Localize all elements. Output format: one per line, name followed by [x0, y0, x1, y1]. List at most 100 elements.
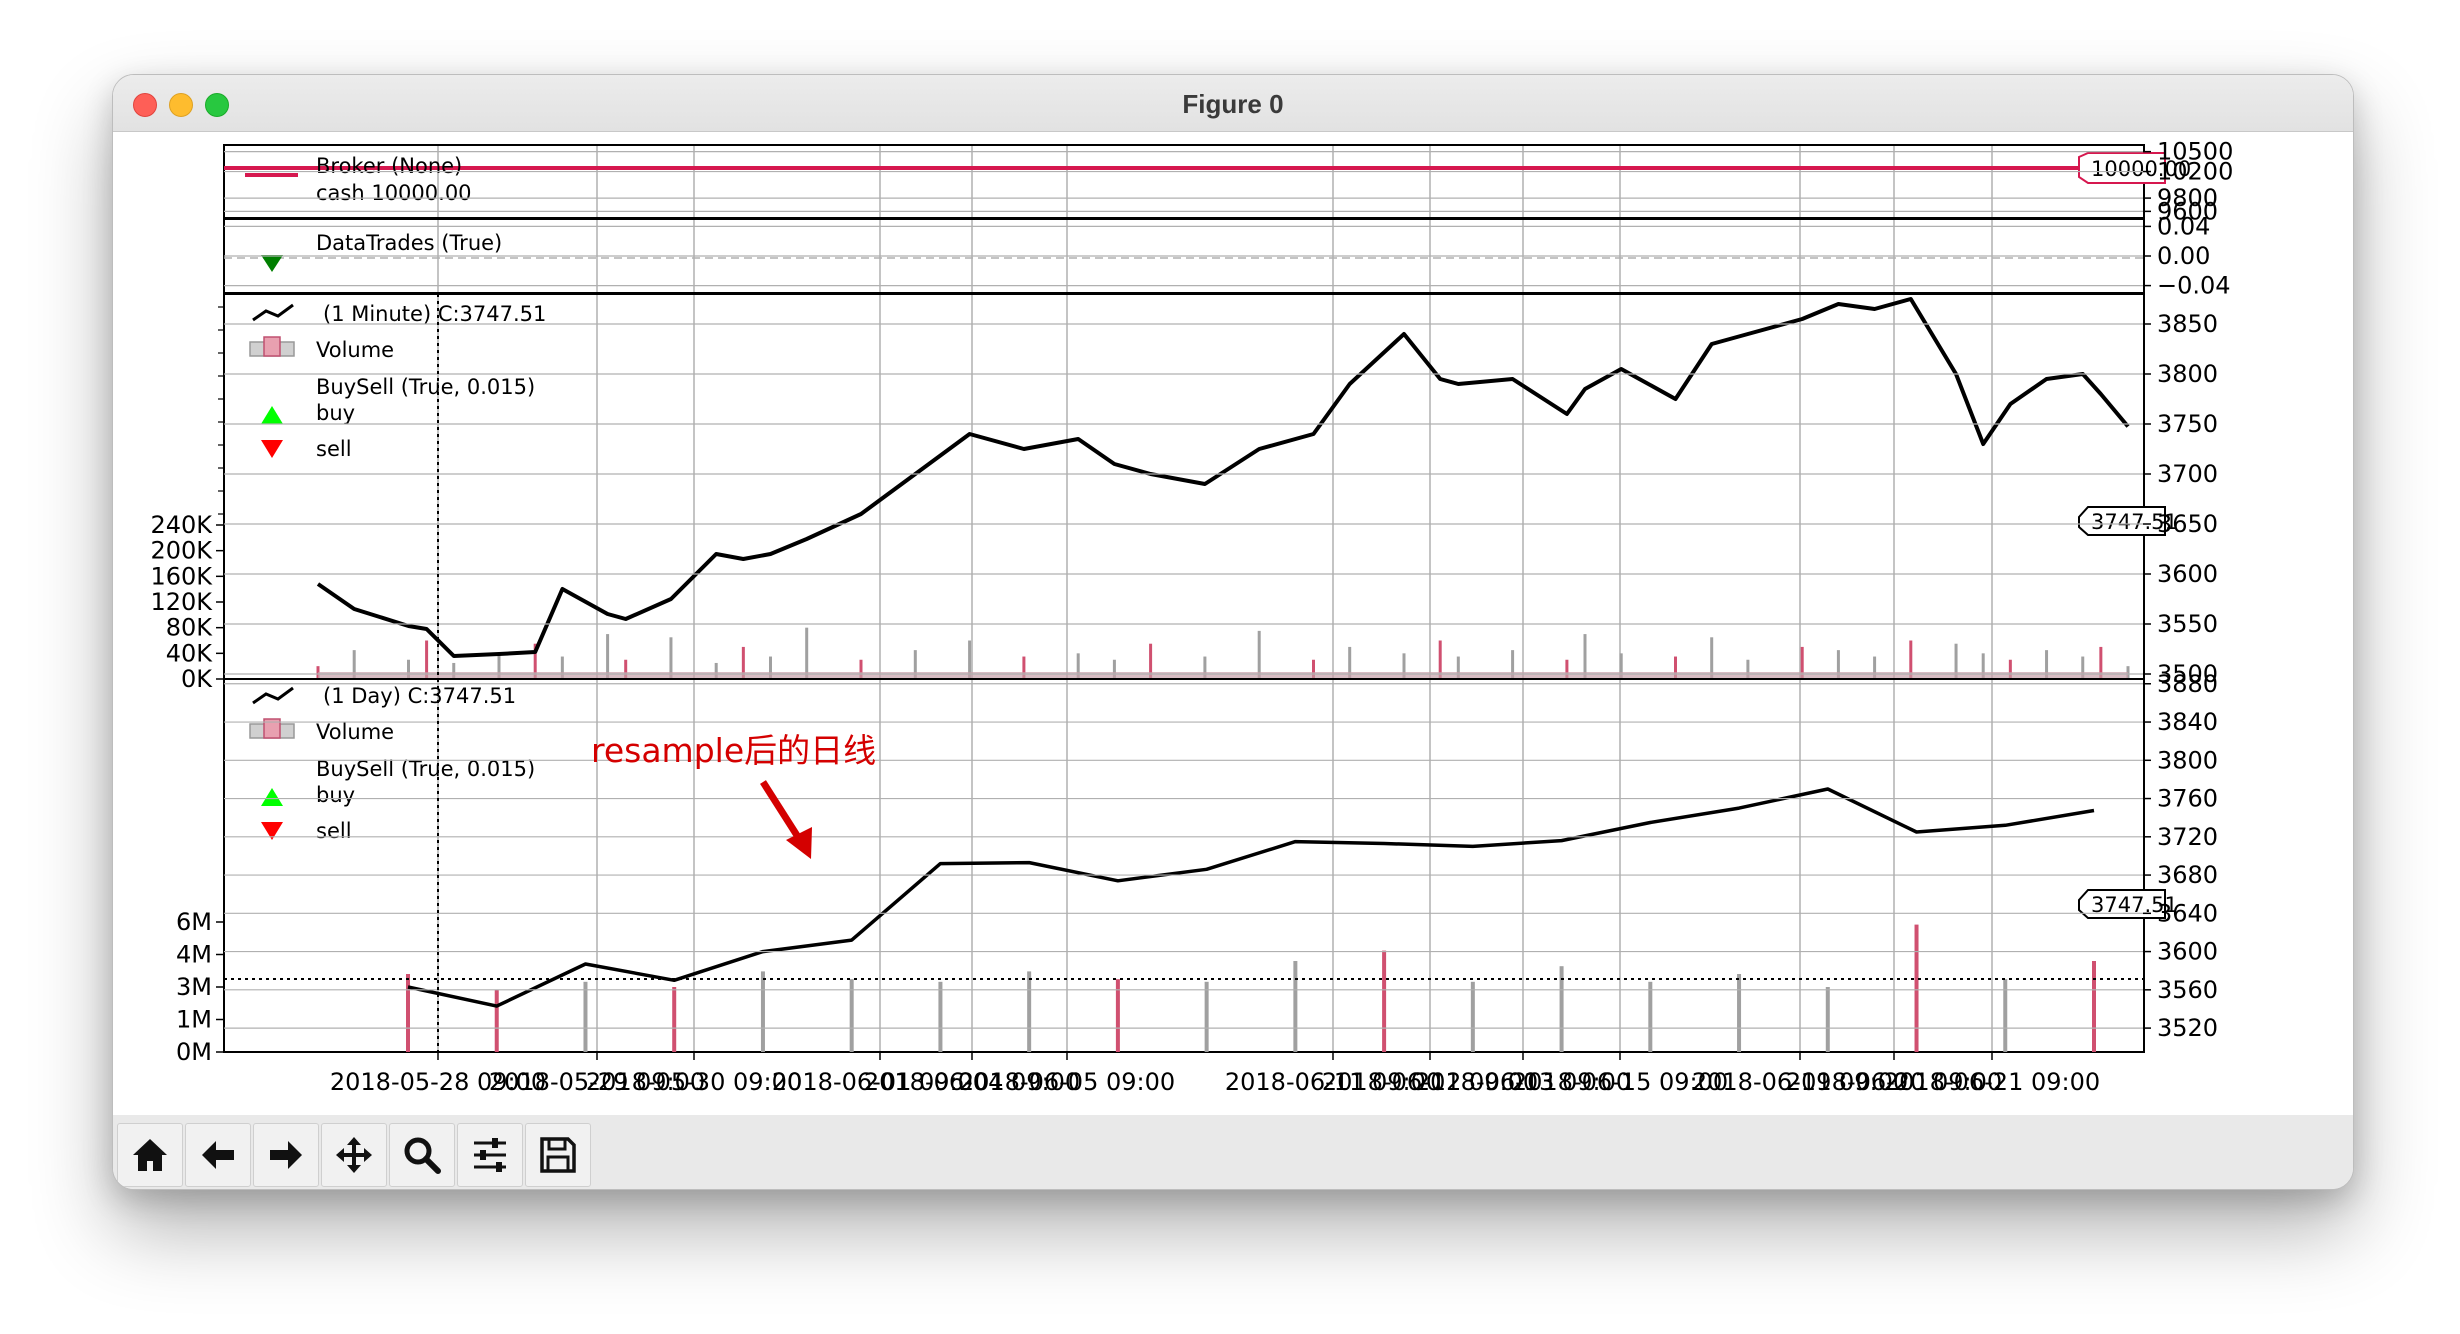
day-volume-bar-18 [2003, 979, 2008, 1052]
minute-volume-tick-label-3: 120K [150, 588, 213, 616]
minute-volume-bar-28 [1456, 656, 1460, 679]
figure-canvas[interactable]: Broker (None) cash 10000.00 10000.00 105… [113, 132, 2353, 1115]
datatrades-y-tick-label-0: 0.04 [2157, 212, 2210, 240]
broker-legend-cash: cash 10000.00 [316, 181, 472, 205]
minute-volume-bar-33 [1674, 656, 1677, 679]
datatrades-panel: DataTrades (True) 0.040.00−0.04 [223, 212, 2231, 300]
minute-volume-bar-26 [1402, 653, 1406, 679]
datatrades-y-axis: 0.040.00−0.04 [224, 212, 2231, 300]
grid-lines [437, 145, 1993, 1052]
minute-price-tick-label-5: 3600 [2157, 560, 2218, 588]
close-window-button[interactable] [133, 93, 157, 117]
magnifier-icon [404, 1137, 441, 1174]
minute-volume-bar-29 [1511, 650, 1515, 679]
minute-price-tick-label-1: 3800 [2157, 360, 2218, 388]
back-button[interactable] [185, 1123, 251, 1187]
minute-volume-bar-6 [533, 643, 537, 679]
minute-volume-bar-42 [2008, 659, 2012, 679]
day-volume-tick-label-4: 0M [176, 1038, 212, 1066]
day-price-axis: 3880 3840 3800 3760 3720 3680 3640 3600 3560 3520 [224, 670, 2218, 1042]
minute-price-tick-label-2: 3750 [2157, 410, 2218, 438]
minute-volume-tick-label-2: 160K [150, 562, 213, 590]
minute-volume-bar-37 [1836, 650, 1840, 679]
minute-volume-tick-label-5: 40K [166, 639, 214, 667]
x-tick-label-5: 2018-06-05 09:00 [959, 1068, 1175, 1096]
minute-volume-bar-44 [2081, 656, 2085, 679]
annotation-arrow-shaft [760, 780, 801, 839]
minute-volume-bar-7 [560, 656, 564, 679]
minute-volume-bar-24 [1312, 659, 1315, 679]
zoom-button[interactable] [389, 1123, 455, 1187]
broker-y-tick-label-1: 10200 [2157, 158, 2233, 186]
day-volume-bars [406, 924, 2096, 1052]
minute-volume-bar-17 [968, 640, 972, 679]
day-legend-volume: Volume [316, 720, 394, 744]
minute-volume-bar-3 [425, 640, 429, 679]
x-tick-label-1: 2018-05-29 09:00 [489, 1068, 705, 1096]
sliders-icon [474, 1138, 506, 1172]
day-price-tick-label-2: 3800 [2157, 746, 2218, 774]
datatrades-y-tick-label-2: −0.04 [2157, 272, 2231, 300]
pan-button[interactable] [321, 1123, 387, 1187]
volume-legend-up-swatch [263, 336, 281, 357]
broker-y-tick-label-3: 9600 [2157, 197, 2218, 225]
minute-volume-bar-5 [497, 653, 501, 679]
minute-legend-title: (1 Minute) C:3747.51 [323, 302, 546, 326]
minute-volume-bar-22 [1203, 656, 1207, 679]
minute-volume-bar-18 [1022, 656, 1026, 679]
x-tick-label-10: 2018-06-19 09:00 [1692, 1068, 1908, 1096]
save-button[interactable] [525, 1123, 591, 1187]
minute-volume-bars [316, 627, 2130, 679]
minute-volume-tick-label-6: 0K [181, 665, 213, 693]
figure-window: Figure 0 Broker (None) cash 10000.00 100… [112, 74, 2354, 1190]
minute-price-tick-label-0: 3850 [2157, 310, 2218, 338]
day-volume-bar-9 [1204, 981, 1209, 1052]
day-volume-bar-19 [2092, 961, 2096, 1052]
minute-volume-bar-36 [1800, 646, 1804, 679]
day-price-line [407, 787, 2095, 1008]
configure-subplots-button[interactable] [457, 1123, 523, 1187]
minute-volume-bar-43 [2045, 650, 2049, 679]
broker-value-text: 10000.00 [2091, 157, 2191, 181]
minute-volume-bar-41 [1981, 653, 1985, 679]
minute-volume-bar-4 [452, 662, 456, 679]
x-tick-label-12: 2018-06-21 09:00 [1884, 1068, 2100, 1096]
broker-panel: Broker (None) cash 10000.00 10000.00 105… [223, 138, 2233, 225]
home-button[interactable] [117, 1123, 183, 1187]
minute-volume-bar-27 [1438, 640, 1442, 679]
x-tick-label-4: 2018-06-04 09:00 [864, 1068, 1080, 1096]
minute-volume-bar-12 [741, 646, 745, 679]
day-price-tick-label-4: 3720 [2157, 823, 2218, 851]
maximize-window-button[interactable] [205, 93, 229, 117]
minute-volume-bar-32 [1619, 653, 1623, 679]
x-tick-label-0: 2018-05-28 09:00 [330, 1068, 546, 1096]
minute-volume-tick-label-4: 80K [166, 614, 214, 642]
minute-volume-bar-19 [1076, 653, 1080, 679]
minute-volume-bar-38 [1873, 656, 1877, 679]
sell-triangle-icon [261, 440, 283, 458]
window-title: Figure 0 [1182, 89, 1284, 119]
line-legend-icon [252, 686, 294, 705]
minute-volume-bar-20 [1112, 659, 1116, 679]
day-volume-tick-label-1: 4M [176, 941, 212, 969]
day-volume-tick-label-3: 1M [176, 1006, 212, 1034]
minute-last-value-label: 3747.51 [2078, 506, 2178, 536]
minute-legend: (1 Minute) C:3747.51 Volume BuySell (Tru… [249, 302, 546, 461]
day-volume-bar-7 [1027, 971, 1032, 1052]
minute-last-value-text: 3747.51 [2091, 510, 2178, 534]
minute-volume-bar-23 [1257, 630, 1261, 679]
day-volume-bar-16 [1825, 987, 1830, 1052]
move-icon [336, 1137, 372, 1173]
datatrades-legend-title: DataTrades (True) [316, 231, 502, 255]
broker-legend-title: Broker (None) [316, 154, 462, 178]
day-volume-bar-10 [1293, 961, 1298, 1052]
forward-button[interactable] [253, 1123, 319, 1187]
x-tick-label-3: 2018-06-01 09:00 [772, 1068, 988, 1096]
minimize-window-button[interactable] [169, 93, 193, 117]
day-volume-bar-0 [406, 974, 410, 1052]
resample-annotation: resample后的日线 [591, 731, 876, 859]
x-tick-label-11: 2018-06-20 09:00 [1786, 1068, 2002, 1096]
title-bar[interactable]: Figure 0 [113, 75, 2353, 132]
day-volume-bar-12 [1470, 981, 1475, 1052]
